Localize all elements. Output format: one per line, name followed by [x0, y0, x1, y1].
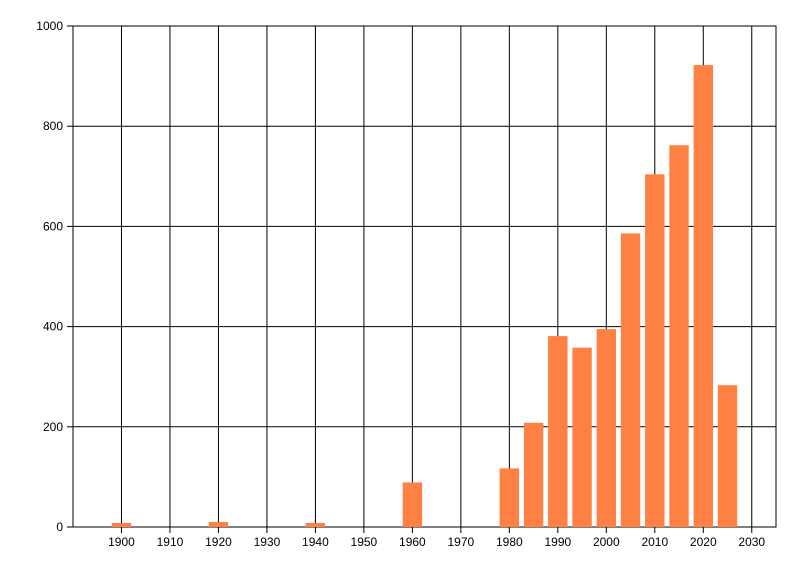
x-tick-label: 1950	[351, 535, 378, 549]
bar	[572, 347, 592, 527]
bar	[111, 522, 132, 527]
bar	[620, 233, 641, 527]
bar	[305, 522, 326, 527]
x-tick-label: 2010	[641, 535, 668, 549]
x-tick-label: 1980	[496, 535, 523, 549]
y-tick-label: 800	[43, 119, 63, 133]
bar	[523, 422, 544, 527]
x-tick-label: 1900	[108, 535, 135, 549]
x-tick-label: 2000	[593, 535, 620, 549]
bar	[402, 482, 423, 527]
x-tick-label: 2020	[690, 535, 717, 549]
y-tick-label: 1000	[36, 19, 63, 33]
x-tick-label: 1910	[157, 535, 184, 549]
bar	[717, 385, 738, 527]
x-tick-label: 1960	[399, 535, 426, 549]
x-tick-label: 1990	[544, 535, 571, 549]
bar	[669, 145, 689, 527]
x-tick-label: 1920	[205, 535, 232, 549]
bar	[693, 65, 713, 527]
y-tick-label: 400	[43, 320, 63, 334]
x-tick-label: 1930	[254, 535, 281, 549]
bar	[499, 468, 520, 527]
y-tick-label: 200	[43, 420, 63, 434]
x-tick-label: 2030	[738, 535, 765, 549]
y-tick-label: 0	[56, 520, 63, 534]
bar	[548, 336, 568, 527]
bar	[208, 521, 229, 527]
bar	[596, 329, 617, 527]
bar	[645, 174, 665, 527]
x-tick-label: 1970	[448, 535, 475, 549]
chart-frame	[72, 25, 777, 528]
y-tick-label: 600	[43, 219, 63, 233]
x-tick-label: 1940	[302, 535, 329, 549]
